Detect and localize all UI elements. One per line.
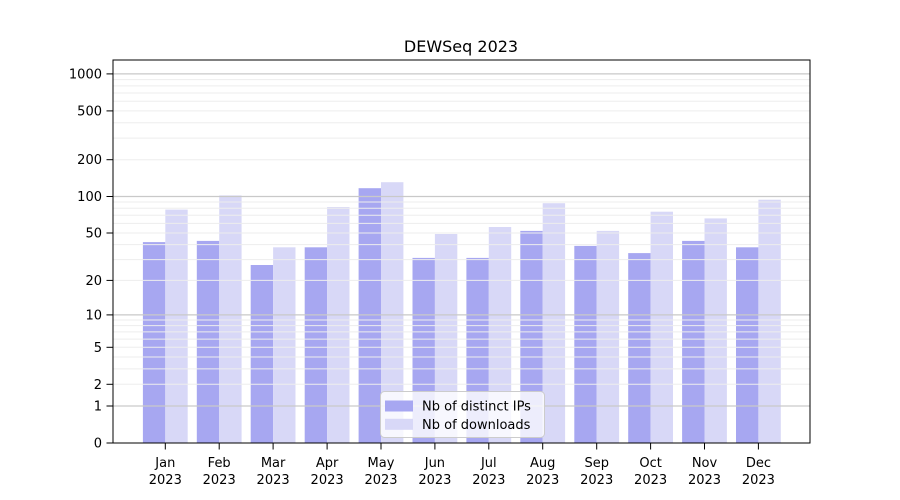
xtick-label-feb: Feb 2023	[203, 456, 236, 488]
ytick-label-50: 50	[85, 227, 102, 242]
bar-may-distinct-ips	[358, 188, 381, 443]
bar-dec-distinct-ips	[736, 247, 759, 443]
xtick-label-mar: Mar 2023	[257, 456, 290, 488]
bar-sep-distinct-ips	[574, 245, 597, 443]
legend-swatch-downloads-icon	[385, 418, 413, 430]
xtick-label-jan: Jan 2023	[149, 456, 182, 488]
xtick-label-jun: Jun 2023	[418, 456, 451, 488]
bar-mar-downloads	[273, 247, 296, 443]
xtick-label-dec: Dec 2023	[742, 456, 775, 488]
bar-dec-downloads	[758, 199, 781, 443]
gridlines-layer	[113, 73, 810, 407]
xtick-label-apr: Apr 2023	[311, 456, 344, 488]
bar-feb-downloads	[219, 195, 242, 443]
ytick-label-1000: 1000	[69, 67, 102, 82]
xtick-label-aug: Aug 2023	[526, 456, 559, 488]
legend-label-downloads: Nb of downloads	[422, 418, 531, 433]
x-tick-labels: Jan 2023 Feb 2023 Mar 2023 Apr 2023 May 2023 Jun 20…	[149, 456, 775, 488]
xtick-label-jul: Jul 2023	[472, 456, 505, 488]
ytick-label-2: 2	[94, 378, 102, 393]
plot-border	[112, 59, 811, 444]
xtick-label-may: May 2023	[364, 456, 397, 488]
xtick-label-nov: Nov 2023	[688, 456, 721, 488]
ytick-label-1: 1	[94, 400, 102, 415]
y-tick-labels: 0 1 2 5 10 20 50 100 200 500 1000	[69, 67, 102, 451]
bar-nov-distinct-ips	[682, 240, 705, 443]
axes-layer	[106, 59, 811, 450]
bar-apr-downloads	[327, 207, 350, 443]
ytick-label-500: 500	[77, 104, 102, 119]
bar-may-downloads	[381, 182, 404, 443]
bar-mar-distinct-ips	[250, 265, 274, 443]
bar-nov-downloads	[704, 218, 727, 443]
bar-aug-downloads	[542, 203, 566, 443]
bar-oct-downloads	[650, 211, 673, 443]
legend: Nb of distinct IPs Nb of downloads	[380, 391, 545, 438]
ytick-label-10: 10	[85, 308, 102, 323]
bar-feb-distinct-ips	[196, 240, 220, 443]
legend-label-distinct-ips: Nb of distinct IPs	[422, 400, 531, 415]
ytick-label-20: 20	[85, 274, 102, 289]
bar-jul-downloads	[488, 227, 512, 443]
chart-title: DEWSeq 2023	[404, 37, 518, 56]
legend-box	[380, 391, 545, 438]
bar-jun-downloads	[434, 234, 458, 443]
bars-layer	[142, 182, 781, 443]
bar-sep-downloads	[596, 230, 620, 443]
ytick-label-5: 5	[94, 341, 102, 356]
ytick-label-0: 0	[94, 437, 102, 452]
bar-oct-distinct-ips	[628, 253, 651, 443]
bar-apr-distinct-ips	[304, 247, 328, 443]
bar-jan-distinct-ips	[142, 242, 166, 443]
legend-swatch-distinct-ips-icon	[385, 400, 413, 412]
bar-aug-distinct-ips	[520, 230, 543, 443]
xtick-label-sep: Sep 2023	[580, 456, 613, 488]
ytick-label-100: 100	[77, 190, 102, 205]
ytick-label-200: 200	[77, 153, 102, 168]
xtick-label-oct: Oct 2023	[634, 456, 667, 488]
